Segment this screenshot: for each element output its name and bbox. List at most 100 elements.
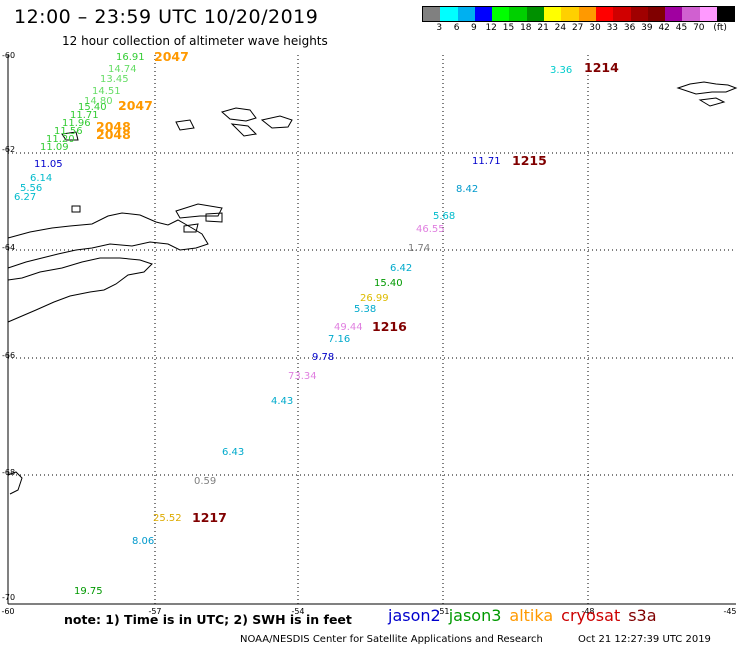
pass-number-label: 2048 [96,127,131,142]
wave-height-value: 0.59 [194,476,216,487]
wave-height-value: 49.44 [334,322,363,333]
wave-height-value: 5.38 [354,304,376,315]
color-scale-labels: 3 6 9 12 15 18 21 24 27 30 33 36 39 42 45 70 (ft) [422,23,740,35]
latitude-tick-label: -66 [2,351,15,360]
pass-number-label: 1216 [372,319,407,334]
wave-height-value: 14.74 [108,64,137,75]
color-scale-label: 6 [453,23,460,33]
color-scale-label: 3 [436,23,443,33]
wave-height-value: 25.52 [153,513,182,524]
wave-height-value: 7.16 [328,334,350,345]
latitude-tick-label: -62 [2,145,15,154]
coastline [7,81,738,495]
color-swatch [595,7,614,21]
wave-height-value: 8.42 [456,184,478,195]
pass-number-label: 2047 [154,49,189,64]
color-scale-label: 21 [537,23,549,33]
legend-jason2: jason2 [388,606,441,625]
observation-labels: 16.9114.7413.4514.5114.8015.4011.7111.96… [14,52,572,597]
color-scale-label: (ft) [713,23,727,33]
wave-height-value: 14.51 [92,86,121,97]
credit-line: NOAA/NESDIS Center for Satellite Applica… [240,634,543,645]
color-swatch [665,7,683,21]
color-scale-label: 70 [693,23,705,33]
pass-number-label: 1217 [192,510,227,525]
wave-height-value: 5.68 [433,211,455,222]
color-swatch [544,7,562,21]
color-swatch [474,7,493,21]
pass-number-label: 2047 [118,98,153,113]
legend-jason3: jason3 [448,606,502,625]
pass-number-label: 1215 [512,153,547,168]
color-swatch [699,7,718,21]
color-scale-label: 24 [554,23,567,33]
color-swatch [509,7,527,21]
wave-height-value: 9.78 [312,352,334,363]
color-swatch [423,7,441,21]
color-swatch [492,7,510,21]
color-swatch [630,7,648,21]
wave-height-value: 11.71 [70,110,99,121]
axis-ticks: -60 -62 -64 -66 -68 -70 -60 -57 -54 -51 -48 -45 [1,51,736,616]
color-scale-label: 42 [658,23,670,33]
wave-height-value: 46.55 [416,224,445,235]
satellite-legend: jason2 jason3 altika cryosat s3a [388,606,665,625]
wave-height-value: 19.75 [74,586,103,597]
wave-height-value: 6.14 [30,173,52,184]
color-scale-label: 36 [623,23,636,33]
map-subtitle: 12 hour collection of altimeter wave hei… [62,34,328,48]
generated-timestamp: Oct 21 12:27:39 UTC 2019 [578,634,711,645]
pass-number-label: 1214 [584,60,619,75]
color-scale-label: 12 [485,23,497,33]
map-title: 12:00 – 23:59 UTC 10/20/2019 [14,6,319,28]
wave-height-value: 5.56 [20,183,42,194]
wave-height-color-scale [422,6,736,22]
wave-height-value: 14.80 [84,96,113,107]
longitude-tick-label: -60 [1,607,14,616]
wave-height-value: 11.05 [34,159,63,170]
wave-height-value: 11.96 [62,118,91,129]
wave-height-value: 6.43 [222,447,244,458]
legend-cryosat: cryosat [561,606,621,625]
units-note: note: 1) Time is in UTC; 2) SWH is in fe… [64,612,352,627]
color-swatch [457,7,475,21]
wave-height-value: 13.45 [100,74,129,85]
color-swatch [647,7,666,21]
color-scale-label: 9 [471,23,477,33]
wave-height-value: 11.09 [40,142,69,153]
wave-height-value: 6.42 [390,263,412,274]
longitude-tick-label: -45 [723,607,736,616]
color-scale-label: 45 [675,23,688,33]
wave-height-value: 26.99 [360,293,389,304]
color-scale-label: 15 [502,23,515,33]
latitude-tick-label: -70 [2,593,15,602]
color-swatch [578,7,596,21]
wave-height-value: 73.34 [288,371,317,382]
wave-height-value: 3.36 [550,65,572,76]
color-swatch [440,7,458,21]
wave-height-value: 15.40 [374,278,403,289]
pass-number-label: 2048 [96,119,131,134]
longitude-tick-label: -48 [581,607,594,616]
wave-height-value: 11.71 [472,156,501,167]
latitude-tick-label: -64 [2,243,15,252]
wave-height-value: 4.43 [271,396,293,407]
legend-altika: altika [509,606,554,625]
color-swatch [717,7,735,21]
color-scale-label: 39 [641,23,653,33]
wave-height-value: 1.74 [408,243,430,254]
latitude-tick-label: -68 [2,468,15,477]
color-swatch [526,7,545,21]
wave-height-value: 15.40 [78,102,107,113]
wave-height-value: 8.06 [132,536,154,547]
color-swatch [561,7,579,21]
color-swatch [682,7,700,21]
latitude-tick-label: -60 [2,51,15,60]
wave-height-value: 11.20 [46,134,75,145]
color-scale-label: 27 [571,23,584,33]
map-frame [7,55,736,605]
wave-height-value: 11.56 [54,126,83,137]
color-scale-label: 30 [589,23,601,33]
